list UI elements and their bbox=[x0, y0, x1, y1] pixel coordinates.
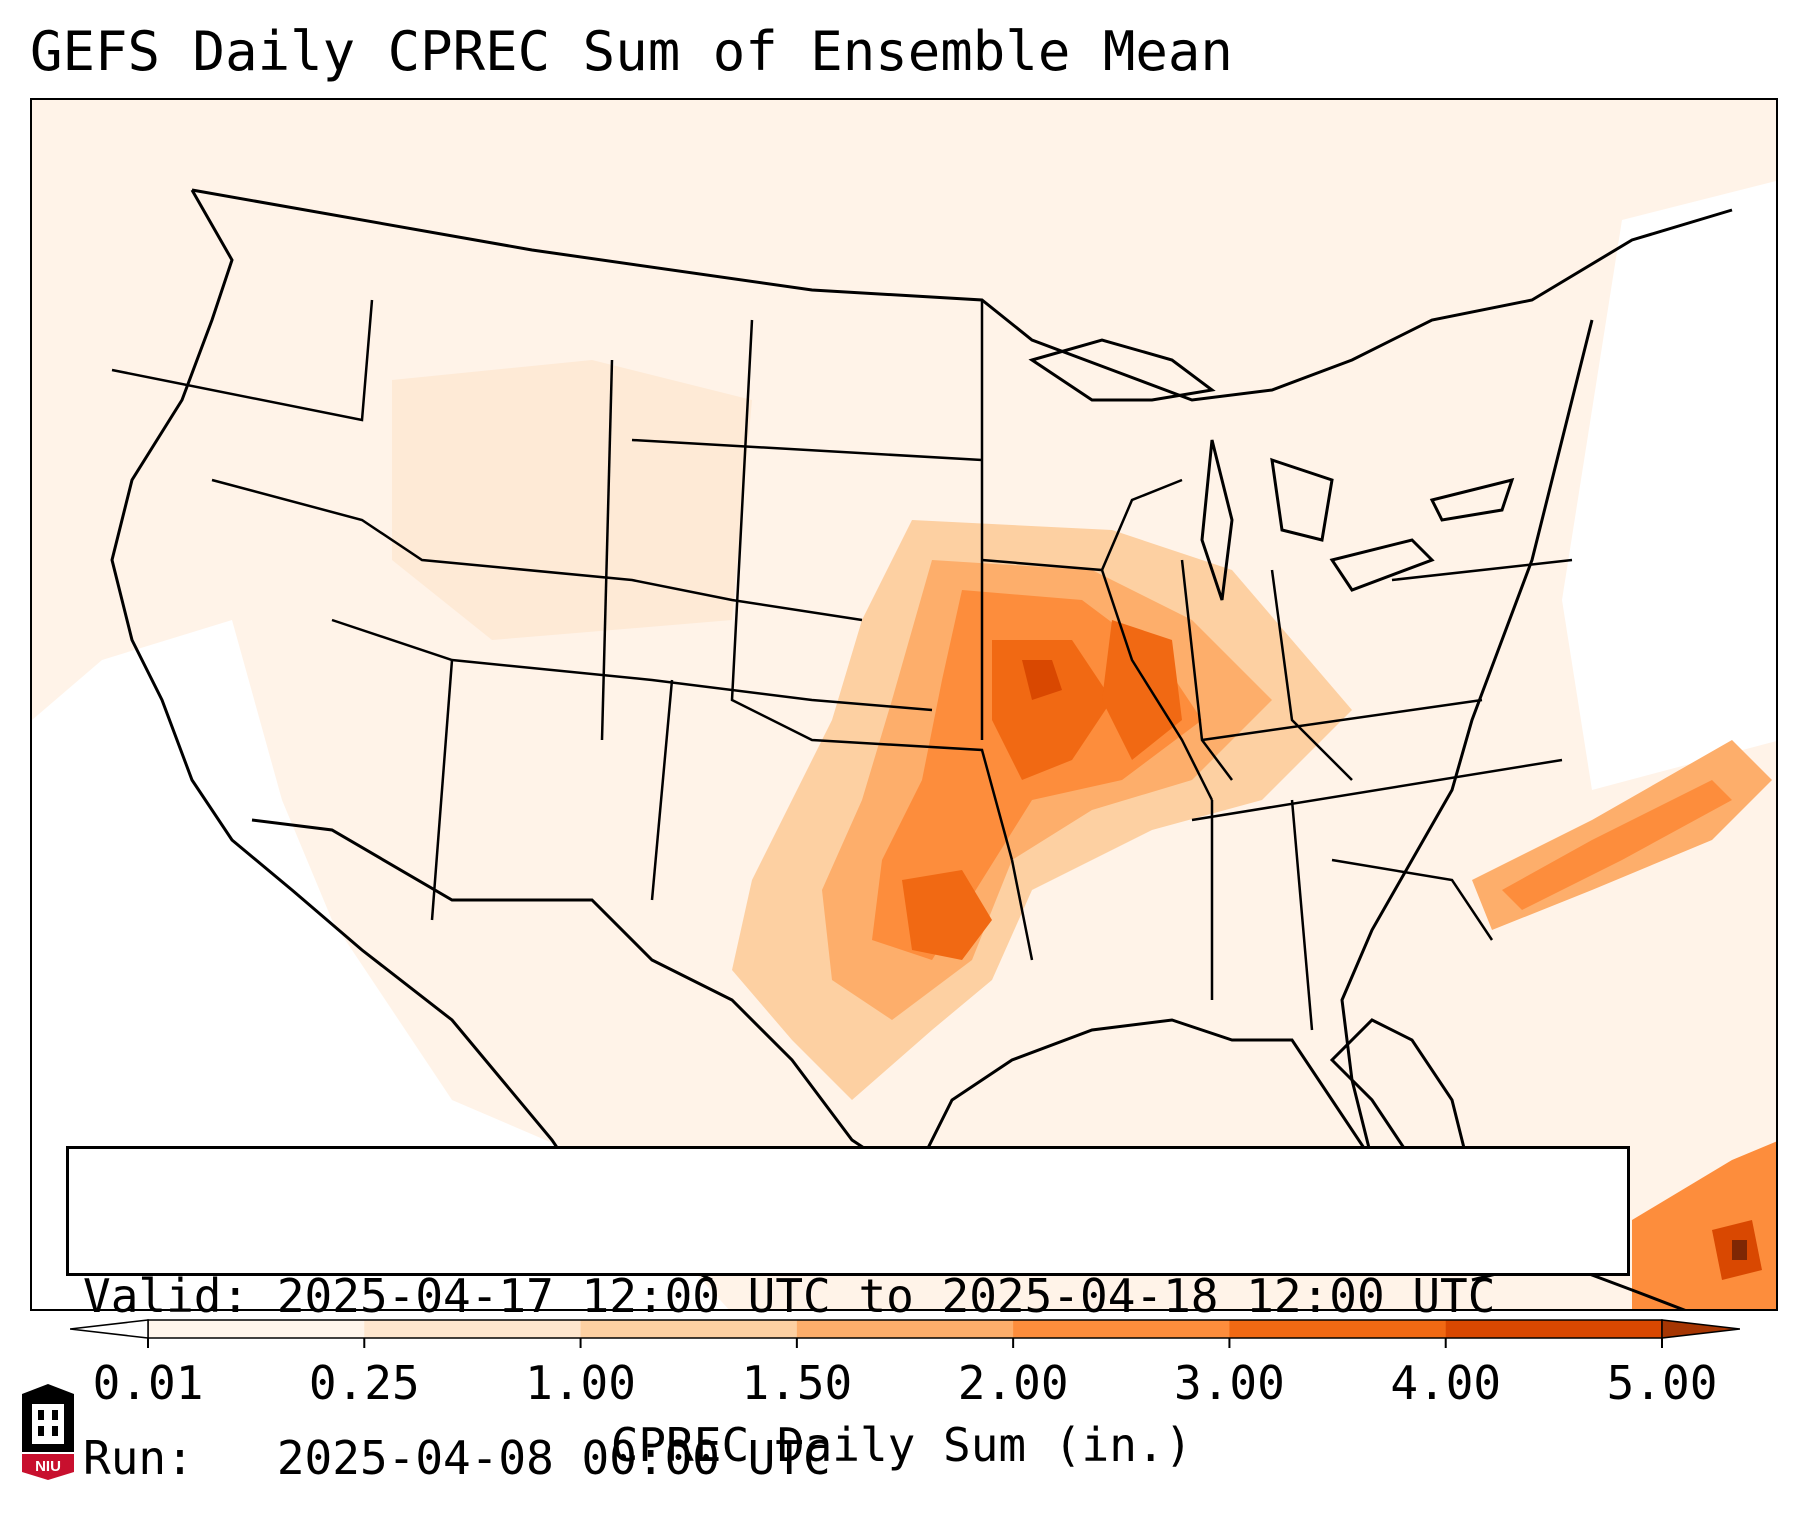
oregon-border bbox=[111, 299, 374, 422]
colorbar-segment bbox=[148, 1320, 365, 1338]
precipitation-map bbox=[30, 98, 1778, 1311]
logo-window-4 bbox=[52, 1426, 58, 1436]
arizona-nm-border bbox=[430, 659, 454, 921]
carolinas-border bbox=[1331, 858, 1494, 941]
state-borders bbox=[111, 299, 1573, 1031]
colorbar-tick-label: 3.00 bbox=[1174, 1356, 1285, 1410]
mississippi-river-border bbox=[1100, 569, 1214, 801]
lake-michigan bbox=[1200, 439, 1234, 601]
tennessee-nc-border bbox=[1191, 758, 1563, 822]
west-central-border bbox=[211, 478, 863, 622]
west-low-precip-area bbox=[32, 620, 729, 1309]
rockies-light-area bbox=[392, 360, 752, 640]
info-box: Valid: 2025-04-17 12:00 UTC to 2025-04-1… bbox=[66, 1146, 1630, 1485]
colorbar-extend-max bbox=[1661, 1319, 1740, 1339]
arkansas-louisiana-border bbox=[1010, 859, 1034, 961]
precip-core-texas bbox=[902, 870, 992, 960]
colorbar-tick-label: 5.00 bbox=[1606, 1356, 1718, 1410]
map-canvas bbox=[32, 100, 1776, 1309]
logo-window-2 bbox=[52, 1410, 58, 1420]
colorbar-tick-label: 0.25 bbox=[308, 1356, 420, 1410]
logo-building bbox=[32, 1404, 64, 1444]
nm-tx-border bbox=[650, 679, 674, 901]
alabama-georgia-border bbox=[1290, 799, 1314, 1031]
logo-text: NIU bbox=[35, 1458, 61, 1475]
indiana-ohio-border bbox=[1270, 569, 1353, 781]
kentucky-virginia-border bbox=[1201, 698, 1483, 742]
logo-window-1 bbox=[38, 1410, 44, 1420]
lake-ontario bbox=[1429, 477, 1515, 522]
precip-max-missouri bbox=[1022, 660, 1062, 700]
lake-superior bbox=[1028, 338, 1216, 402]
atlantic-low-precip-area bbox=[1562, 181, 1776, 790]
pennsylvania-border bbox=[1391, 558, 1573, 582]
colorbar-segment bbox=[1013, 1320, 1230, 1338]
precip-caribbean-max bbox=[1732, 1240, 1747, 1260]
colorbar-extend-min bbox=[70, 1319, 149, 1339]
colorbar-segment bbox=[580, 1320, 798, 1338]
northern-border bbox=[191, 188, 1733, 402]
precip-atlantic-core bbox=[1502, 780, 1732, 910]
colorbar-tick-label: 1.50 bbox=[741, 1356, 853, 1410]
colorbar-tick-label: 1.00 bbox=[525, 1356, 636, 1410]
great-lakes bbox=[1028, 338, 1515, 601]
valid-line: Valid: 2025-04-17 12:00 UTC to 2025-04-1… bbox=[83, 1269, 1496, 1323]
four-corners-border bbox=[331, 618, 933, 712]
dakotas-border bbox=[631, 438, 983, 462]
colorbar-segment bbox=[1229, 1320, 1447, 1338]
iowa-wisconsin-border bbox=[981, 478, 1183, 572]
colorbar-tick-label: 4.00 bbox=[1390, 1356, 1502, 1410]
precip-core-illinois bbox=[1102, 620, 1182, 760]
colorbar-tick-label: 0.01 bbox=[92, 1356, 204, 1410]
colorbar-segment bbox=[1445, 1320, 1663, 1338]
logo-banner bbox=[22, 1454, 74, 1480]
logo-window-3 bbox=[38, 1426, 44, 1436]
niu-logo-icon: NIU bbox=[22, 1384, 74, 1480]
colorbar-segment bbox=[796, 1320, 1014, 1338]
colorbar-segment bbox=[364, 1320, 582, 1338]
map-title: GEFS Daily CPREC Sum of Ensemble Mean bbox=[30, 20, 1233, 83]
atlantic-coast bbox=[1340, 319, 1594, 1161]
lake-huron bbox=[1270, 457, 1334, 542]
kansas-oklahoma-border bbox=[730, 319, 1014, 861]
run-line: Run: 2025-04-08 00:00 UTC bbox=[83, 1431, 831, 1485]
colorbar-tick-label: 2.00 bbox=[957, 1356, 1069, 1410]
colorbar-label: CPREC Daily Sum (in.) bbox=[610, 1418, 1193, 1472]
wy-co-ne-border bbox=[600, 359, 614, 741]
colorbar bbox=[70, 1319, 1740, 1348]
lake-erie bbox=[1329, 538, 1435, 592]
precip-core-missouri bbox=[992, 640, 1112, 780]
